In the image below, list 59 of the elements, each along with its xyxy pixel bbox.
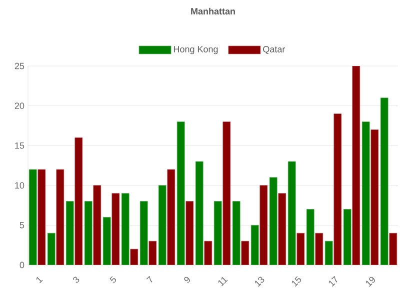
bar [269, 177, 278, 265]
bar [28, 169, 37, 265]
bar [296, 232, 305, 265]
x-tick-label: 3 [73, 276, 80, 283]
bar [324, 240, 333, 265]
bar [56, 169, 64, 265]
y-tick-label: 15 [15, 142, 24, 149]
bar [370, 129, 379, 265]
bar [315, 232, 324, 265]
bar [38, 169, 46, 265]
x-tick-label: 9 [184, 276, 190, 283]
y-tick-label: 5 [20, 222, 24, 228]
bar [112, 193, 120, 265]
bar [380, 98, 388, 265]
x-tick-label: 19 [366, 276, 375, 287]
bar [121, 193, 130, 265]
bar [167, 169, 176, 265]
bar [176, 122, 185, 265]
chart-title: Manhattan [191, 8, 235, 14]
bar [186, 201, 194, 265]
bar [195, 161, 204, 265]
x-tick-label: 1 [36, 277, 43, 284]
bar [47, 232, 56, 265]
bar [158, 185, 166, 265]
x-tick-label: 13 [254, 276, 264, 287]
legend-label: Qatar [263, 46, 286, 54]
bar [74, 137, 83, 265]
bar [148, 240, 157, 265]
bar [389, 232, 398, 265]
bar [232, 201, 240, 265]
bar [343, 209, 352, 265]
bar [214, 201, 222, 265]
x-tick-label: 5 [110, 276, 116, 283]
bar [260, 185, 268, 265]
bar [204, 240, 212, 265]
bar [130, 248, 138, 265]
bar [222, 122, 231, 265]
bar [362, 122, 370, 265]
bar [278, 193, 286, 265]
y-tick-label: 25 [14, 62, 24, 70]
bar [102, 217, 111, 265]
bar [306, 209, 314, 265]
bar [250, 224, 259, 265]
bar [66, 201, 74, 265]
bar [241, 240, 250, 265]
bar [352, 66, 360, 265]
x-tick-label: 17 [328, 276, 338, 287]
y-tick-label: 20 [14, 102, 24, 109]
x-tick-label: 11 [218, 277, 228, 286]
y-tick-label: 10 [15, 182, 24, 189]
legend-label: Hong Kong [174, 46, 218, 54]
bar [93, 185, 102, 265]
x-tick-label: 7 [146, 276, 152, 282]
bar [334, 114, 342, 265]
bar [288, 161, 296, 265]
y-tick-label: 0 [20, 262, 24, 268]
bar [140, 201, 148, 265]
bar [84, 201, 92, 265]
x-tick-label: 15 [292, 276, 302, 287]
